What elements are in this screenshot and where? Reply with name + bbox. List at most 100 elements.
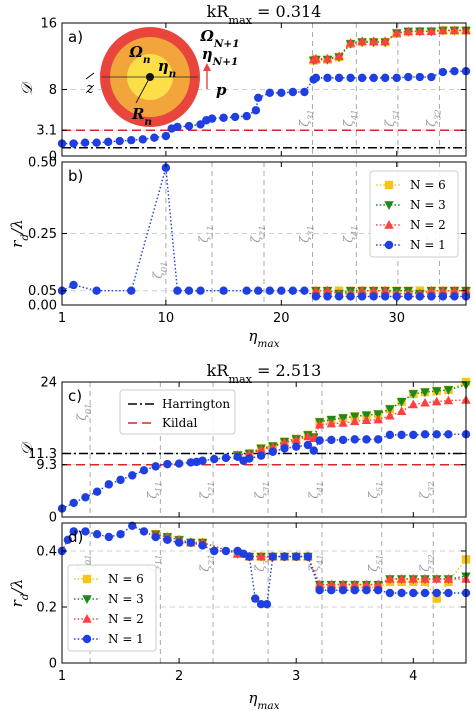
data-point bbox=[279, 437, 290, 447]
x-tick-label: 10 bbox=[158, 311, 175, 326]
data-point bbox=[427, 292, 436, 301]
data-point bbox=[303, 552, 313, 561]
y-tick-label: 11.3 bbox=[28, 447, 57, 462]
data-point bbox=[420, 430, 430, 439]
data-point bbox=[373, 579, 383, 589]
data-point bbox=[322, 285, 333, 295]
series-n=1 bbox=[57, 430, 471, 513]
data-point bbox=[369, 292, 378, 301]
data-point bbox=[184, 286, 194, 295]
data-point bbox=[368, 36, 379, 45]
data-point bbox=[438, 67, 448, 77]
data-point bbox=[219, 286, 228, 295]
data-point bbox=[92, 487, 102, 496]
data-point bbox=[315, 586, 324, 595]
series-n=2 bbox=[308, 25, 471, 64]
data-point bbox=[245, 454, 254, 463]
legend-label: N = 6 bbox=[410, 178, 446, 192]
inset-label-p: p bbox=[216, 81, 227, 99]
y-tick-label: 0.50 bbox=[28, 156, 57, 171]
data-point bbox=[432, 588, 441, 598]
data-point bbox=[408, 390, 419, 399]
data-point bbox=[346, 292, 355, 301]
zeta-label-ζ51: ζ51 bbox=[367, 481, 385, 498]
zeta-label-ζ41: ζ41 bbox=[341, 109, 359, 126]
x-tick-label: 4 bbox=[409, 669, 417, 684]
data-point bbox=[338, 435, 348, 445]
data-point bbox=[63, 535, 73, 544]
data-point bbox=[415, 72, 425, 82]
data-point bbox=[381, 292, 390, 301]
data-point bbox=[345, 37, 356, 47]
x-tick-label: 30 bbox=[388, 311, 405, 326]
legend-marker bbox=[384, 201, 394, 210]
data-point bbox=[291, 434, 301, 444]
data-point bbox=[438, 285, 448, 295]
data-point bbox=[174, 459, 184, 468]
data-point bbox=[314, 419, 325, 429]
legend-marker bbox=[82, 634, 92, 644]
legend-marker bbox=[384, 220, 394, 229]
data-point bbox=[81, 527, 90, 536]
series-n=1 bbox=[57, 521, 471, 609]
data-point bbox=[420, 388, 430, 398]
data-point bbox=[309, 446, 318, 455]
y-tick-label: 0 bbox=[49, 657, 57, 672]
z-arrow bbox=[85, 72, 95, 80]
x-axis-label: ηmax bbox=[248, 689, 279, 711]
data-point bbox=[242, 111, 251, 121]
data-point bbox=[300, 87, 309, 97]
y-tick-label: 0.05 bbox=[28, 284, 57, 299]
zeta-label-ζ51: ζ51 bbox=[383, 109, 401, 126]
panel-c: ζ01 ζ11 ζ21 ζ31 ζ41 ζ51 ζ32 0 9.311.3 24 c) 𝒟 Harrin… bbox=[18, 376, 471, 526]
data-point bbox=[409, 588, 418, 598]
data-point bbox=[292, 442, 301, 451]
x-tick-label: 1 bbox=[58, 311, 66, 326]
data-point bbox=[357, 285, 367, 295]
data-point bbox=[262, 600, 272, 609]
data-point bbox=[184, 121, 194, 131]
data-point bbox=[256, 600, 266, 609]
data-point bbox=[334, 73, 344, 83]
data-point bbox=[268, 552, 277, 561]
inset-label-eta-n: ηn bbox=[158, 57, 177, 80]
legend-label: N = 3 bbox=[108, 592, 144, 606]
data-point bbox=[415, 292, 425, 301]
y-axis-label: 𝒟 bbox=[18, 80, 36, 95]
data-point bbox=[432, 387, 442, 396]
x-tick-label: 20 bbox=[273, 311, 290, 326]
data-point bbox=[115, 136, 124, 146]
zeta-label-ζ31: ζ31 bbox=[253, 554, 271, 571]
data-point bbox=[186, 538, 196, 547]
panel-a: ζ31 ζ41 ζ51 ζ32 0 3.1 8 16 a) 𝒟 bbox=[18, 17, 471, 165]
data-point bbox=[385, 405, 395, 414]
figure-top: kRmax = 0.314ζ31ζ41ζ51ζ3203.1816a)𝒟ζ01ζ1… bbox=[8, 2, 471, 350]
data-point bbox=[373, 435, 383, 444]
data-point bbox=[450, 67, 459, 76]
data-point bbox=[449, 25, 460, 35]
data-point bbox=[69, 139, 78, 148]
data-point bbox=[256, 444, 266, 454]
data-point bbox=[315, 436, 324, 445]
data-point bbox=[443, 395, 454, 405]
data-point bbox=[396, 406, 407, 415]
zeta-label-ζ31: ζ31 bbox=[297, 109, 315, 126]
dipole-arrow-head bbox=[203, 63, 211, 71]
data-point bbox=[350, 416, 360, 426]
data-point bbox=[385, 410, 395, 420]
data-point bbox=[210, 546, 219, 556]
data-point bbox=[163, 535, 172, 544]
data-point bbox=[408, 574, 419, 583]
data-point bbox=[361, 579, 372, 589]
data-point bbox=[420, 574, 430, 583]
legend-marker bbox=[82, 574, 92, 584]
data-point bbox=[196, 120, 205, 129]
data-point bbox=[277, 286, 286, 295]
data-point bbox=[357, 292, 367, 301]
data-point bbox=[221, 546, 231, 556]
data-point bbox=[163, 459, 172, 469]
data-point bbox=[350, 579, 360, 589]
y-tick-label: 0.00 bbox=[28, 299, 57, 314]
legend: N = 6 N = 3 N = 2 N = 1 bbox=[369, 170, 459, 258]
data-point bbox=[219, 113, 228, 122]
